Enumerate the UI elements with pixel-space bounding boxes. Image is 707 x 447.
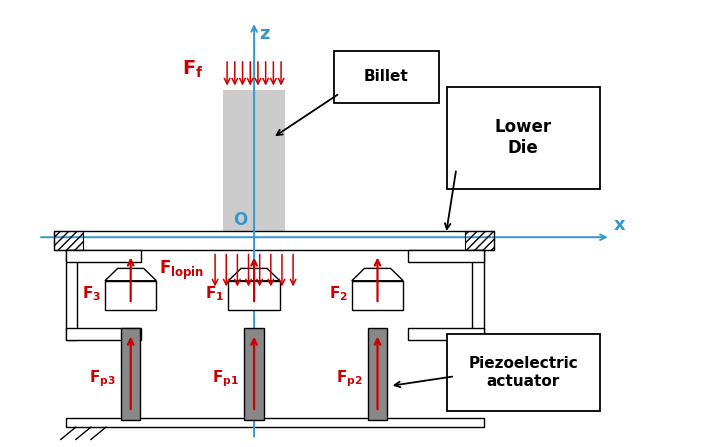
Text: $\mathbf{F_f}$: $\mathbf{F_f}$	[182, 59, 203, 80]
Bar	[223, 90, 285, 244]
Bar	[409, 329, 484, 340]
Bar	[368, 329, 387, 420]
Polygon shape	[352, 268, 403, 281]
Bar	[54, 231, 83, 250]
Bar	[66, 329, 141, 340]
FancyBboxPatch shape	[447, 87, 600, 189]
Bar	[228, 281, 280, 309]
Bar	[352, 281, 403, 309]
Text: $\mathbf{F_2}$: $\mathbf{F_2}$	[329, 284, 348, 303]
Text: $\mathbf{F_{lopin}}$: $\mathbf{F_{lopin}}$	[159, 259, 204, 283]
Bar	[465, 231, 494, 250]
Text: Billet: Billet	[363, 69, 409, 84]
Polygon shape	[228, 268, 280, 281]
Bar	[409, 250, 484, 262]
Text: Piezoelectric
actuator: Piezoelectric actuator	[468, 356, 578, 389]
Text: $\mathbf{F_{p2}}$: $\mathbf{F_{p2}}$	[336, 369, 363, 389]
Text: Lower
Die: Lower Die	[495, 118, 551, 157]
Bar	[105, 281, 156, 309]
Bar	[121, 329, 140, 420]
Text: $\mathbf{F_3}$: $\mathbf{F_3}$	[82, 284, 101, 303]
Bar	[472, 250, 484, 340]
FancyBboxPatch shape	[334, 51, 438, 103]
Polygon shape	[105, 268, 156, 281]
Text: $\mathbf{F_1}$: $\mathbf{F_1}$	[205, 284, 224, 303]
Text: $\mathbf{F_{p3}}$: $\mathbf{F_{p3}}$	[89, 369, 116, 389]
Bar	[66, 250, 77, 340]
Bar	[245, 329, 264, 420]
Text: z: z	[259, 25, 270, 43]
Bar	[54, 231, 494, 250]
Bar	[66, 250, 141, 262]
Text: $\mathbf{F_{p1}}$: $\mathbf{F_{p1}}$	[212, 369, 239, 389]
FancyBboxPatch shape	[447, 334, 600, 411]
Text: O: O	[233, 211, 247, 229]
Text: x: x	[614, 216, 626, 234]
Bar	[66, 418, 484, 427]
